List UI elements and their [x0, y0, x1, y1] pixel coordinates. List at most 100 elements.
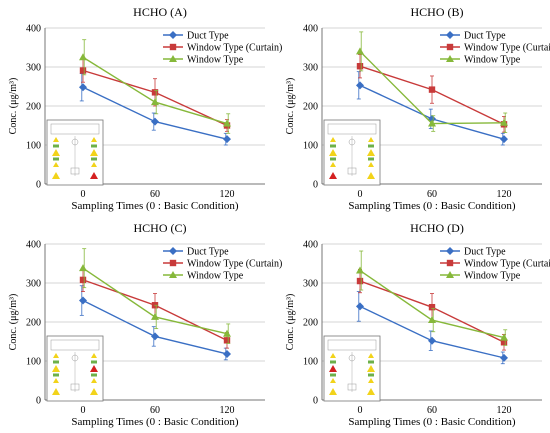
chart-panel-c: 0 100 200 300 400 0 60 120 HCHO (C) Sampling Time… [8, 221, 282, 428]
y-tick-label: 300 [26, 63, 41, 74]
legend-label: Window Type (Curtain) [464, 43, 550, 54]
data-point [356, 277, 364, 285]
floor-plan-inset [46, 335, 104, 402]
inset-sampler-icon [330, 137, 336, 142]
inset-sampler-icon [52, 365, 60, 372]
legend-marker [169, 43, 177, 51]
y-tick-label: 200 [303, 102, 318, 113]
x-tick-label: 120 [220, 189, 235, 200]
legend-label: Duct Type [464, 247, 506, 258]
x-tick-label: 0 [358, 405, 363, 416]
x-tick-label: 0 [81, 189, 86, 200]
chart-panel-a: 0 100 200 300 400 0 60 120 HCHO (A) Sampling Time… [8, 5, 282, 212]
y-axis-label: Conc. (μg/m³) [8, 78, 19, 135]
inset-sampler-icon [368, 137, 374, 142]
data-point [428, 336, 436, 345]
inset-fixture [347, 167, 357, 175]
y-axis-label: Conc. (μg/m³) [8, 294, 19, 351]
data-point [223, 349, 231, 358]
x-tick-label: 120 [497, 405, 512, 416]
inset-vent-icon [368, 373, 374, 377]
chart-title: HCHO (B) [411, 5, 464, 19]
data-point [79, 296, 87, 305]
inset-sampler-icon [91, 378, 97, 383]
inset-sampler-icon [367, 365, 375, 372]
data-point [79, 264, 87, 272]
data-point [223, 329, 231, 337]
data-point [151, 332, 159, 341]
legend-marker [446, 43, 454, 51]
inset-vent-icon [91, 144, 97, 148]
inset-sampler-icon [90, 388, 98, 395]
y-tick-label: 0 [36, 180, 41, 191]
y-axis-label: Conc. (μg/m³) [285, 294, 296, 351]
inset-room-outline [327, 123, 377, 135]
inset-fixture [347, 383, 357, 391]
chart-title: HCHO (C) [134, 221, 187, 235]
x-axis-label: Sampling Times (0 : Basic Condition) [71, 416, 238, 428]
x-tick-label: 60 [427, 189, 437, 200]
x-tick-label: 60 [427, 405, 437, 416]
inset-sampler-icon [52, 172, 60, 179]
data-point [500, 135, 508, 144]
data-point [151, 312, 159, 320]
y-axis-label: Conc. (μg/m³) [285, 78, 296, 135]
inset-vent-icon [330, 144, 336, 148]
inset-sampler-icon [53, 378, 59, 383]
x-tick-label: 0 [358, 189, 363, 200]
inset-sampler-icon [330, 378, 336, 383]
inset-fixture [71, 138, 79, 146]
x-axis-label: Sampling Times (0 : Basic Condition) [71, 200, 238, 212]
chart-title: HCHO (A) [133, 5, 187, 19]
inset-sampler-icon [91, 353, 97, 358]
inset-sampler-icon [329, 149, 337, 156]
legend-marker [169, 259, 177, 267]
inset-room-outline [327, 339, 377, 351]
inset-sampler-icon [91, 162, 97, 167]
legend-marker [446, 271, 454, 278]
y-tick-label: 300 [26, 279, 41, 290]
chart-panel-d: 0 100 200 300 400 0 60 120 HCHO (D) Sampling Time… [285, 221, 550, 428]
floor-plan-inset [323, 335, 381, 402]
data-point [356, 63, 364, 70]
inset-vent-icon [368, 157, 374, 161]
inset-sampler-icon [330, 162, 336, 167]
data-point [79, 53, 87, 61]
legend-marker [169, 55, 177, 62]
legend-marker [446, 31, 454, 39]
floor-plan-inset [323, 119, 381, 186]
inset-vent-icon [368, 144, 374, 148]
inset-vent-icon [91, 373, 97, 377]
y-tick-label: 100 [303, 357, 318, 368]
legend-label: Window Type (Curtain) [187, 43, 282, 54]
legend-marker [169, 31, 177, 39]
data-point [79, 276, 87, 284]
x-axis-label: Sampling Times (0 : Basic Condition) [348, 200, 515, 212]
legend-marker [169, 271, 177, 278]
inset-active-sampler-icon [329, 365, 337, 372]
y-tick-label: 300 [303, 279, 318, 290]
inset-active-sampler-icon [90, 172, 98, 179]
inset-sampler-icon [367, 172, 375, 179]
inset-vent-icon [330, 373, 336, 377]
inset-vent-icon [368, 360, 374, 364]
inset-vent-icon [53, 373, 59, 377]
x-axis-label: Sampling Times (0 : Basic Condition) [348, 416, 515, 428]
inset-sampler-icon [53, 353, 59, 358]
chart-title: HCHO (D) [410, 221, 464, 235]
data-point [356, 47, 364, 55]
y-tick-label: 400 [303, 240, 318, 251]
inset-sampler-icon [52, 149, 60, 156]
x-tick-label: 120 [220, 405, 235, 416]
inset-fixture [348, 354, 356, 362]
inset-sampler-icon [330, 353, 336, 358]
inset-vent-icon [330, 360, 336, 364]
inset-fixture [70, 383, 80, 391]
data-point [151, 98, 159, 106]
x-tick-label: 0 [81, 405, 86, 416]
data-point [356, 81, 364, 90]
data-point [500, 333, 508, 341]
y-tick-label: 200 [26, 318, 41, 329]
inset-sampler-icon [53, 162, 59, 167]
y-tick-label: 400 [303, 24, 318, 35]
